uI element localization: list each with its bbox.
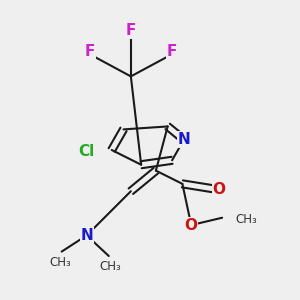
Text: O: O — [185, 218, 198, 232]
Text: F: F — [167, 44, 177, 59]
Text: CH₃: CH₃ — [99, 260, 121, 273]
Text: O: O — [213, 182, 226, 197]
Text: Cl: Cl — [79, 144, 95, 159]
Text: N: N — [178, 132, 190, 147]
Text: CH₃: CH₃ — [236, 213, 257, 226]
Text: F: F — [126, 23, 136, 38]
Text: N: N — [80, 228, 93, 243]
Text: CH₃: CH₃ — [49, 256, 71, 269]
Text: F: F — [85, 44, 95, 59]
